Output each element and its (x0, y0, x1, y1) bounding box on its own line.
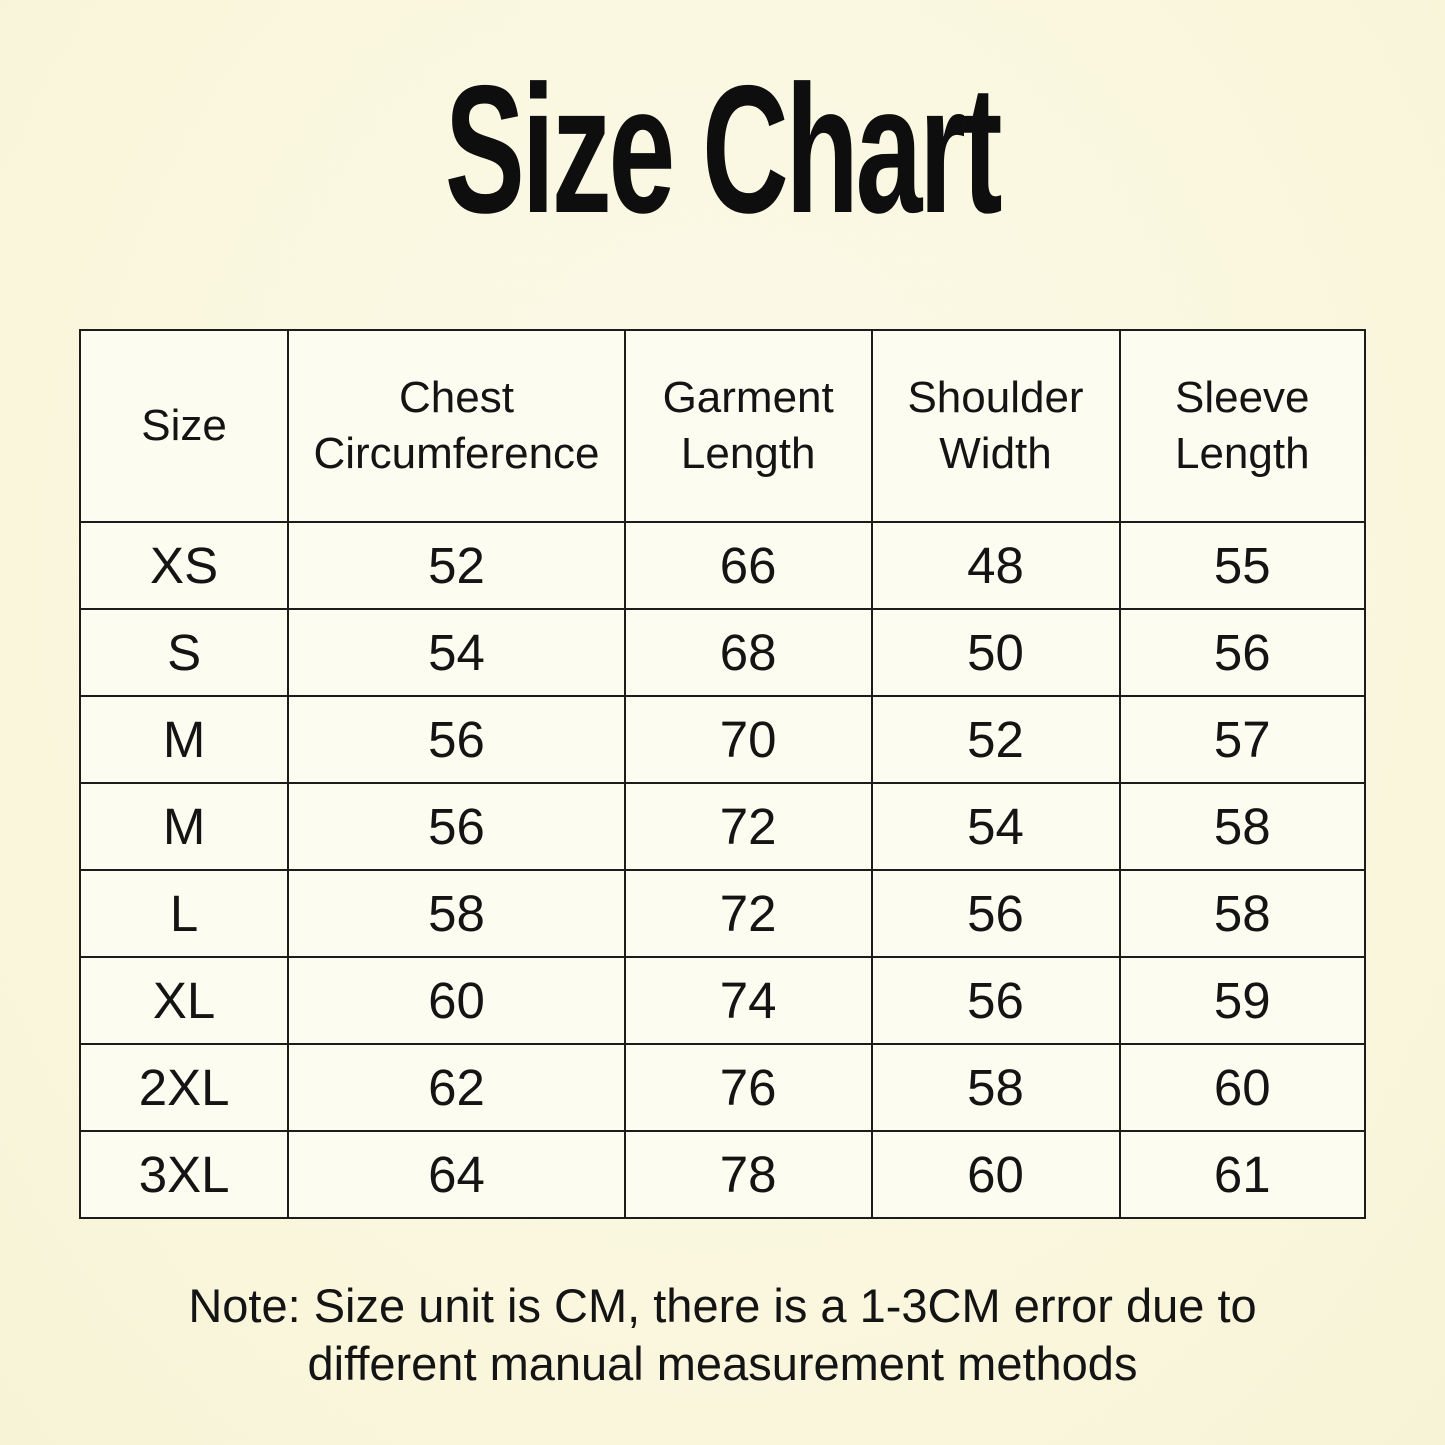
cell-sleeve: 56 (1118, 608, 1367, 697)
cell-shoulder: 56 (870, 956, 1121, 1045)
page-title: Size Chart (0, 47, 1445, 251)
size-chart-table: Size Chest Circumference Garment Length … (78, 329, 1367, 1219)
cell-garment: 68 (623, 608, 873, 697)
table-row: S 54 68 50 56 (78, 608, 1367, 697)
cell-sleeve: 55 (1118, 521, 1367, 610)
cell-garment: 66 (623, 521, 873, 610)
cell-sleeve: 59 (1118, 956, 1367, 1045)
cell-size: XL (78, 956, 290, 1045)
cell-garment: 76 (623, 1043, 873, 1132)
header-row: Size Chest Circumference Garment Length … (78, 329, 1367, 523)
table-row: M 56 72 54 58 (78, 782, 1367, 871)
table-row: 3XL 64 78 60 61 (78, 1130, 1367, 1219)
cell-size: 3XL (78, 1130, 290, 1219)
cell-garment: 78 (623, 1130, 873, 1219)
table-row: XL 60 74 56 59 (78, 956, 1367, 1045)
cell-chest: 60 (287, 956, 626, 1045)
measurement-note-line1: Note: Size unit is CM, there is a 1-3CM … (188, 1279, 1257, 1332)
cell-chest: 56 (287, 695, 626, 784)
cell-shoulder: 52 (870, 695, 1121, 784)
cell-chest: 56 (287, 782, 626, 871)
cell-shoulder: 58 (870, 1043, 1121, 1132)
cell-garment: 70 (623, 695, 873, 784)
cell-chest: 62 (287, 1043, 626, 1132)
header-shoulder-width: Shoulder Width (870, 329, 1121, 523)
measurement-note: Note: Size unit is CM, there is a 1-3CM … (0, 1277, 1445, 1393)
cell-chest: 64 (287, 1130, 626, 1219)
cell-size: XS (78, 521, 290, 610)
cell-sleeve: 57 (1118, 695, 1367, 784)
table-row: L 58 72 56 58 (78, 869, 1367, 958)
header-garment-length: Garment Length (623, 329, 873, 523)
cell-shoulder: 56 (870, 869, 1121, 958)
cell-chest: 58 (287, 869, 626, 958)
cell-shoulder: 60 (870, 1130, 1121, 1219)
cell-sleeve: 60 (1118, 1043, 1367, 1132)
header-sleeve-length: Sleeve Length (1118, 329, 1367, 523)
table-row: M 56 70 52 57 (78, 695, 1367, 784)
cell-size: 2XL (78, 1043, 290, 1132)
header-chest-circumference: Chest Circumference (287, 329, 626, 523)
cell-size: M (78, 695, 290, 784)
cell-garment: 72 (623, 869, 873, 958)
cell-sleeve: 58 (1118, 869, 1367, 958)
cell-sleeve: 61 (1118, 1130, 1367, 1219)
cell-garment: 74 (623, 956, 873, 1045)
cell-size: M (78, 782, 290, 871)
page-title-text: Size Chart (445, 47, 1003, 251)
cell-shoulder: 48 (870, 521, 1121, 610)
cell-size: S (78, 608, 290, 697)
cell-garment: 72 (623, 782, 873, 871)
measurement-note-line2: different manual measurement methods (307, 1336, 1138, 1390)
cell-shoulder: 50 (870, 608, 1121, 697)
cell-chest: 52 (287, 521, 626, 610)
cell-sleeve: 58 (1118, 782, 1367, 871)
table-row: 2XL 62 76 58 60 (78, 1043, 1367, 1132)
cell-size: L (78, 869, 290, 958)
header-size: Size (78, 329, 290, 523)
cell-chest: 54 (287, 608, 626, 697)
table-row: XS 52 66 48 55 (78, 521, 1367, 610)
cell-shoulder: 54 (870, 782, 1121, 871)
